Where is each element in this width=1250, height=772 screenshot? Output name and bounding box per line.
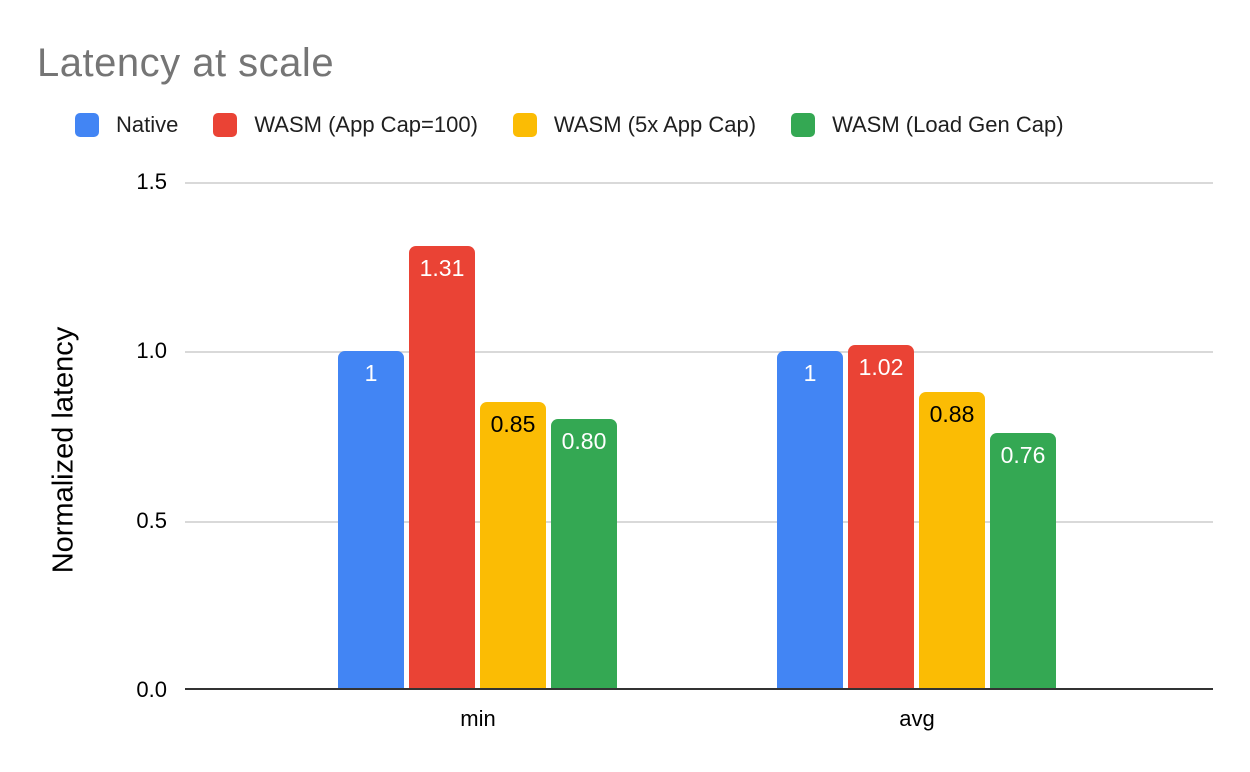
gridline	[185, 351, 1213, 353]
y-tick-label: 0.5	[136, 508, 167, 533]
bar-value-label: 1.31	[419, 255, 465, 281]
y-tick-label: 1.5	[136, 169, 167, 194]
legend-item: WASM (App Cap=100)	[213, 112, 478, 138]
bar-value-label: 0.76	[1000, 442, 1046, 468]
bar: 0.80	[551, 419, 617, 690]
bar-value-label: 0.85	[490, 411, 536, 437]
bar: 0.88	[919, 392, 985, 690]
bar-value-label: 0.88	[929, 401, 975, 427]
chart-legend: Native WASM (App Cap=100) WASM (5x App Cap…	[75, 112, 1064, 138]
legend-label: Native	[116, 112, 179, 137]
gridline	[185, 182, 1213, 184]
y-tick-label: 0.0	[136, 677, 167, 702]
legend-color-swatch	[512, 113, 537, 137]
legend-color-swatch	[213, 113, 238, 137]
x-tick-label: avg	[899, 706, 935, 731]
bar: 0.85	[480, 402, 546, 690]
legend-label: WASM (App Cap=100)	[254, 112, 478, 137]
chart-title: Latency at scale	[37, 41, 335, 85]
x-tick-label: min	[460, 706, 496, 731]
plot-area: 0.0 0.5 1.0 1.5 1 1.31 0.85 0.80 min 1 1.02 0.88 0.7…	[136, 169, 1213, 731]
x-axis-line	[185, 688, 1213, 690]
bar-value-label: 1	[364, 360, 378, 386]
bar: 0.76	[990, 433, 1056, 690]
bar: 1	[338, 351, 404, 690]
legend-item: Native	[75, 112, 178, 138]
bar-value-label: 1.02	[858, 354, 904, 380]
legend-item: WASM (Load Gen Cap)	[791, 112, 1064, 138]
y-tick-label: 1.0	[136, 338, 167, 363]
legend-item: WASM (5x App Cap)	[512, 112, 757, 138]
bar: 1.02	[848, 345, 914, 690]
bar-value-label: 0.80	[561, 428, 607, 454]
bar: 1	[777, 351, 843, 690]
bar-value-label: 1	[803, 360, 817, 386]
bar: 1.31	[409, 246, 475, 690]
legend-color-swatch	[75, 113, 99, 137]
legend-label: WASM (Load Gen Cap)	[832, 112, 1064, 137]
legend-label: WASM (5x App Cap)	[553, 112, 757, 137]
y-axis-title: Normalized latency	[47, 326, 80, 574]
gridline	[185, 521, 1213, 523]
legend-color-swatch	[791, 113, 816, 137]
